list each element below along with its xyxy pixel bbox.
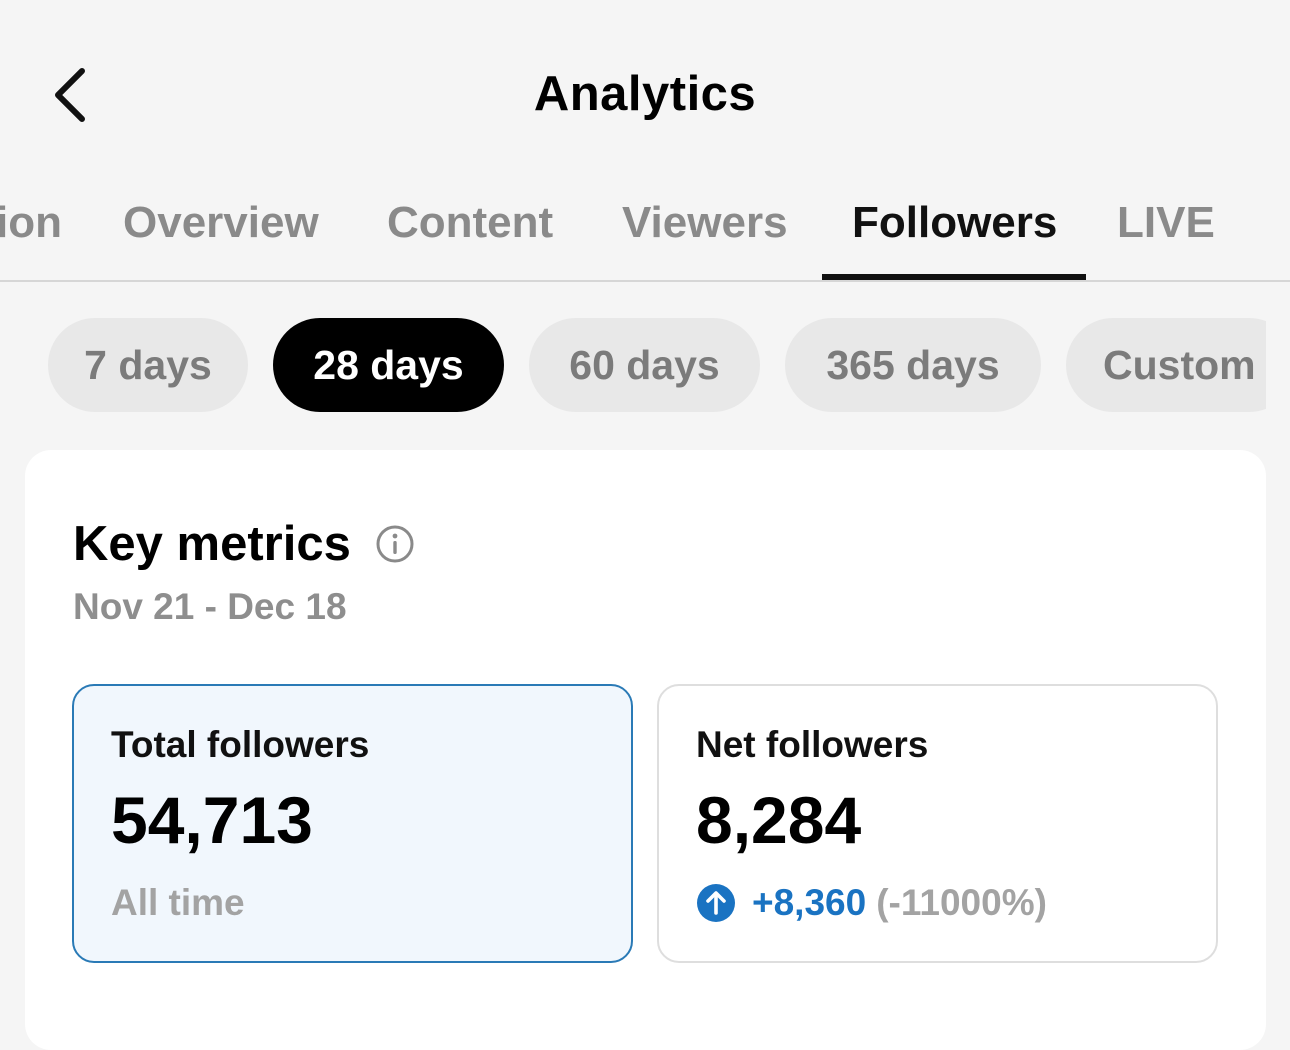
key-metrics-title: Key metrics [73, 517, 351, 571]
key-metrics-card: Key metrics Nov 21 - Dec 18 Total follow… [25, 450, 1266, 1050]
date-range-selector: 7 days 28 days 60 days 365 days Custom [0, 318, 1266, 414]
arrow-up-circle-icon [697, 884, 735, 922]
total-followers-card[interactable]: Total followers 54,713 All time [72, 684, 633, 963]
back-button[interactable] [40, 62, 100, 128]
change-percent: (-11000%) [876, 882, 1047, 923]
header: Analytics [0, 0, 1290, 190]
range-custom[interactable]: Custom [1066, 318, 1266, 412]
page-title: Analytics [533, 67, 757, 121]
net-followers-change: +8,360 (-11000%) [696, 882, 1047, 924]
change-value: +8,360 [752, 882, 867, 923]
tab-bar: ion Overview Content Viewers Followers L… [0, 180, 1290, 282]
net-followers-card[interactable]: Net followers 8,284 +8,360 (-11000%) [657, 684, 1218, 963]
tab-content[interactable]: Content [387, 198, 554, 247]
range-60-days[interactable]: 60 days [529, 318, 760, 412]
tab-overview[interactable]: Overview [123, 198, 319, 247]
total-followers-subtitle: All time [111, 882, 245, 923]
chevron-left-icon [55, 68, 85, 122]
info-icon[interactable] [375, 524, 415, 564]
net-followers-value: 8,284 [696, 783, 862, 857]
total-followers-label: Total followers [111, 724, 370, 765]
range-7-days[interactable]: 7 days [48, 318, 248, 412]
tab-viewers[interactable]: Viewers [622, 198, 788, 247]
tab-live[interactable]: LIVE [1117, 198, 1215, 247]
tab-followers[interactable]: Followers [852, 198, 1058, 247]
date-range-label: Nov 21 - Dec 18 [73, 586, 347, 627]
range-28-days[interactable]: 28 days [273, 318, 504, 412]
range-365-days[interactable]: 365 days [785, 318, 1041, 412]
active-tab-indicator [822, 274, 1086, 280]
tab-partial[interactable]: ion [0, 198, 62, 247]
net-followers-label: Net followers [696, 724, 929, 765]
total-followers-value: 54,713 [111, 783, 313, 857]
